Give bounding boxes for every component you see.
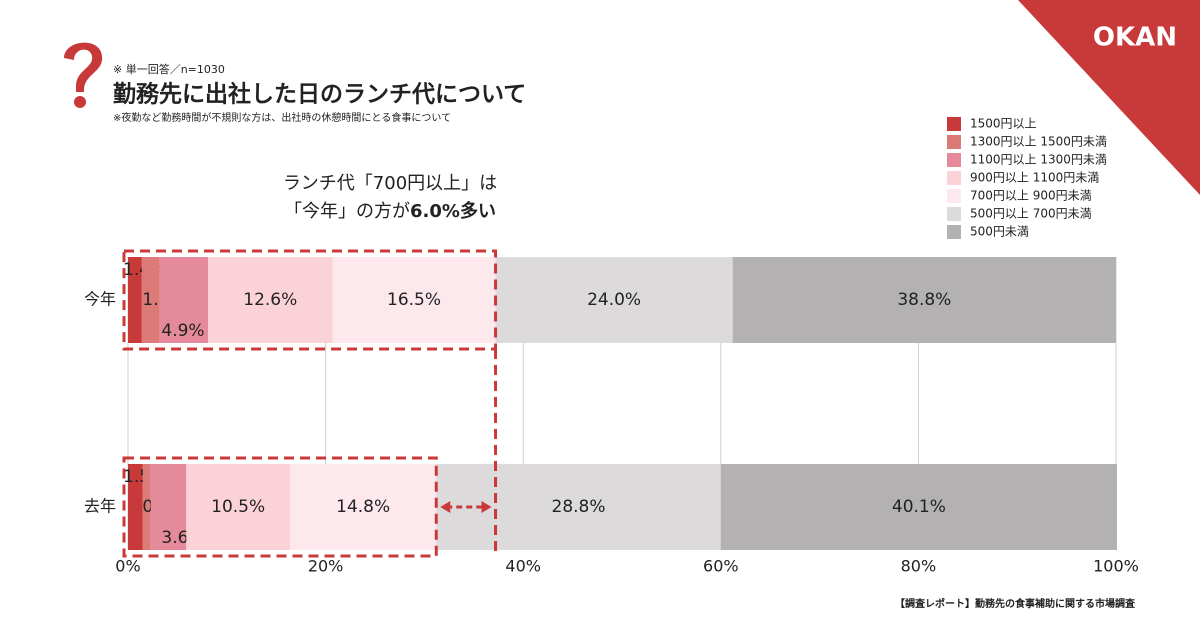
- corner-banner: [1018, 0, 1200, 195]
- y-tick-label: 去年: [84, 497, 116, 516]
- legend-label: 900円以上 1100円未満: [970, 171, 1099, 185]
- legend-label: 500円以上 700円未満: [970, 207, 1092, 221]
- value-label: 28.8%: [552, 497, 606, 517]
- x-tick-label: 0%: [115, 557, 140, 576]
- bar-segment: [290, 464, 437, 550]
- legend-label: 1300円以上 1500円未満: [970, 135, 1107, 149]
- bar-segment: [159, 257, 209, 343]
- bar-segment: [720, 464, 1117, 550]
- logo: OKAN: [1093, 23, 1177, 53]
- bar-segment: [186, 464, 291, 550]
- y-tick-label: 今年: [84, 290, 116, 309]
- value-label: 12.6%: [243, 290, 297, 310]
- annotation: ランチ代「700円以上」は: [283, 173, 497, 194]
- value-label: 4.9%: [161, 321, 204, 341]
- annotation-bold: 6.0%多い: [410, 200, 496, 222]
- bar-segment: [128, 257, 142, 343]
- question-icon: [64, 42, 103, 92]
- bar-segment: [128, 464, 143, 550]
- bar-segment: [141, 257, 160, 343]
- legend-label: 700円以上 900円未満: [970, 189, 1092, 203]
- arrow-head: [440, 501, 451, 513]
- chart-title: 勤務先に出社した日のランチ代について: [113, 81, 526, 108]
- value-label: 16.5%: [387, 290, 441, 310]
- highlight-box: [122, 456, 438, 558]
- x-tick-label: 40%: [505, 557, 541, 576]
- legend-swatch: [947, 207, 961, 221]
- legend-label: 1100円以上 1300円未満: [970, 153, 1107, 167]
- bar-segment: [495, 257, 733, 343]
- bar-segment: [150, 464, 187, 550]
- footer: 【調査レポート】勤務先の食事補助に関する市場調査: [895, 597, 1136, 610]
- bar-segment: [142, 464, 151, 550]
- x-tick-label: 80%: [901, 557, 937, 576]
- legend-swatch: [947, 225, 961, 239]
- legend-label: 500円未満: [970, 225, 1029, 239]
- value-label: 38.8%: [897, 290, 951, 310]
- value-label: 14.8%: [336, 497, 390, 517]
- annotation: 「今年」の方が6.0%多い: [284, 200, 496, 222]
- highlight-box: [122, 249, 498, 351]
- x-tick-label: 20%: [308, 557, 344, 576]
- bar-segment: [732, 257, 1116, 343]
- value-label: 40.1%: [892, 497, 946, 517]
- legend-swatch: [947, 153, 961, 167]
- legend-swatch: [947, 189, 961, 203]
- x-tick-label: 60%: [703, 557, 739, 576]
- legend-swatch: [947, 171, 961, 185]
- value-label: 10.5%: [211, 497, 265, 517]
- legend-label: 1500円以上: [970, 117, 1037, 131]
- x-tick-label: 100%: [1093, 557, 1139, 576]
- question-icon-dot: [74, 96, 86, 108]
- note: ※ 単一回答／n=1030: [113, 62, 225, 76]
- annotation-text: 「今年」の方が: [284, 201, 410, 222]
- bar-segment: [208, 257, 333, 343]
- legend-swatch: [947, 117, 961, 131]
- value-label: 24.0%: [587, 290, 641, 310]
- bar-segment: [332, 257, 496, 343]
- legend-swatch: [947, 135, 961, 149]
- subtitle: ※夜勤など勤務時間が不規則な方は、出社時の休憩時間にとる食事について: [113, 111, 451, 124]
- arrow-head: [481, 501, 492, 513]
